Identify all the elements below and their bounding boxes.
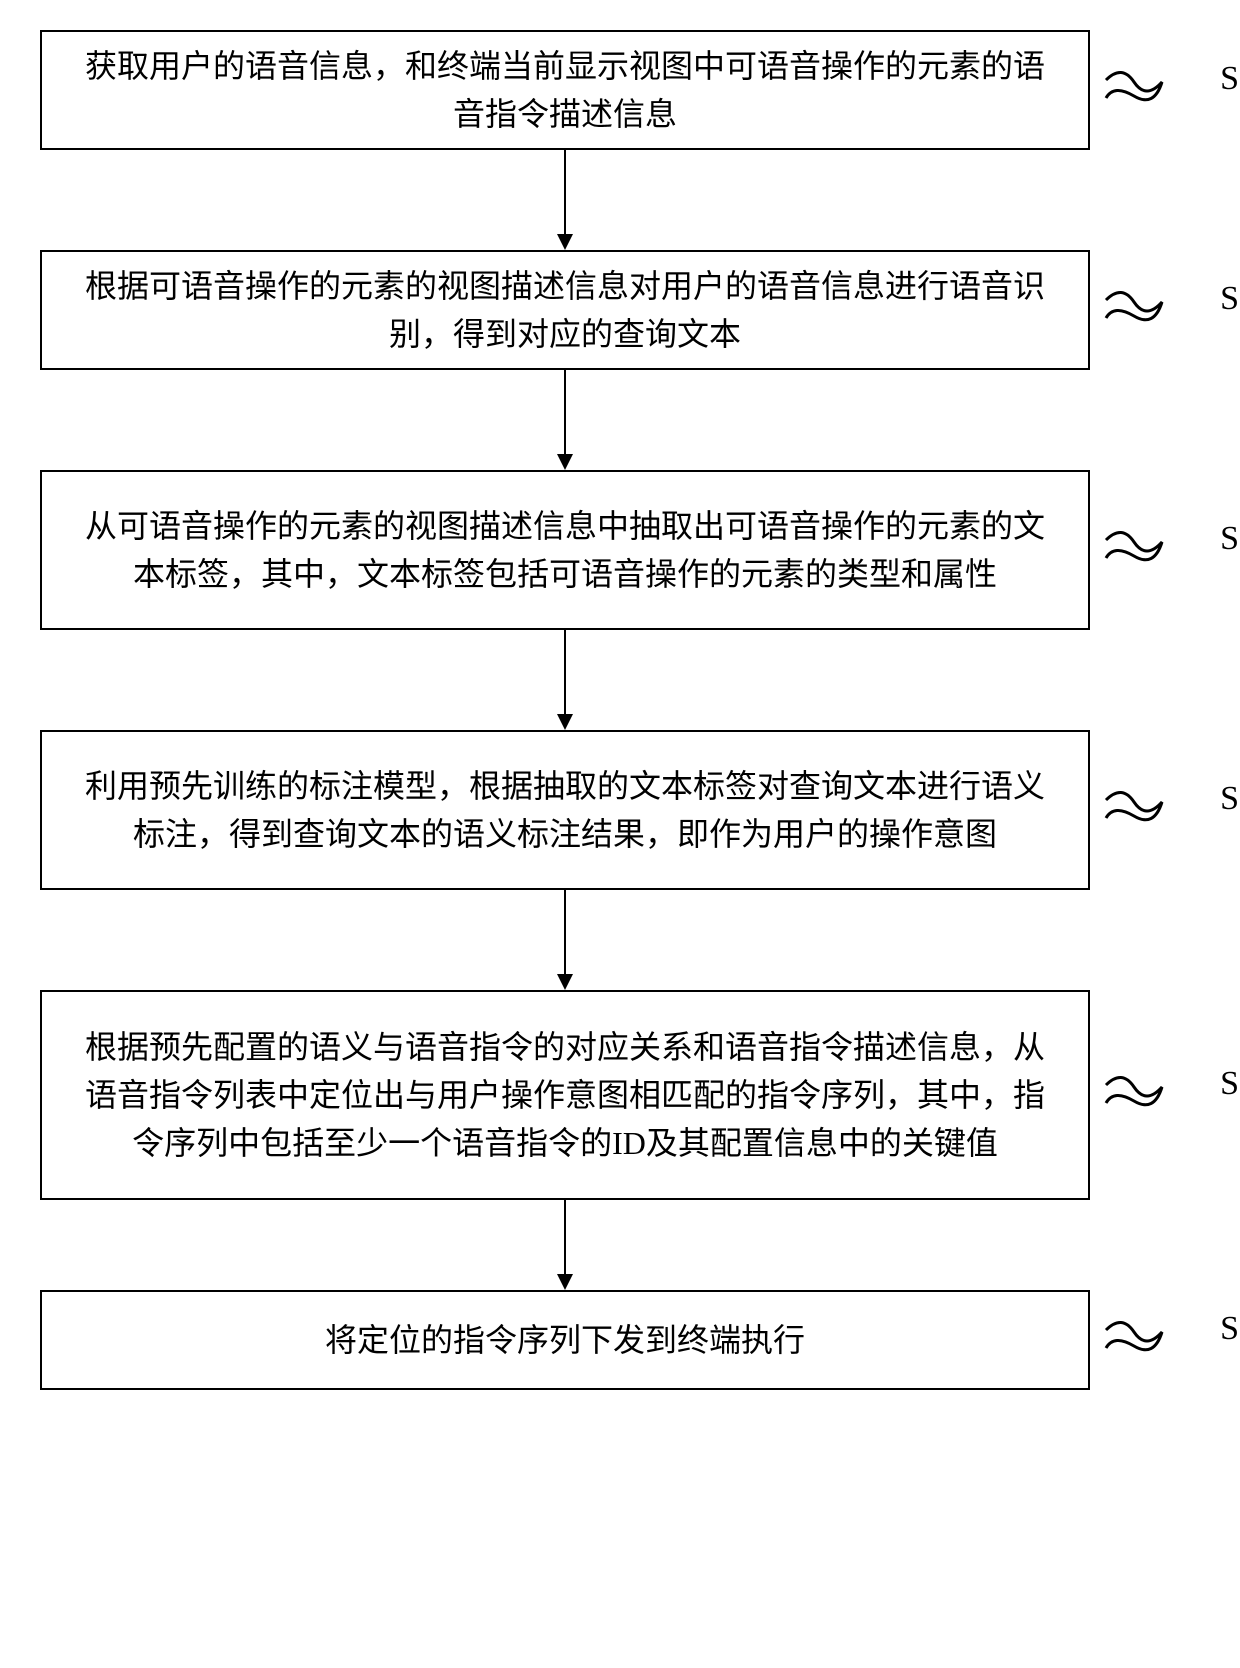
step-label: S230 — [1220, 520, 1240, 558]
step-text: 获取用户的语音信息，和终端当前显示视图中可语音操作的元素的语音指令描述信息 — [72, 42, 1058, 138]
flowchart-step: 根据预先配置的语义与语音指令的对应关系和语音指令描述信息，从语音指令列表中定位出… — [40, 990, 1200, 1200]
step-label: S260 — [1220, 1310, 1240, 1348]
curly-brace-icon — [1104, 1318, 1164, 1362]
curly-brace-icon — [1104, 528, 1164, 572]
flowchart-step: 获取用户的语音信息，和终端当前显示视图中可语音操作的元素的语音指令描述信息 S2… — [40, 30, 1200, 150]
step-text: 根据预先配置的语义与语音指令的对应关系和语音指令描述信息，从语音指令列表中定位出… — [72, 1023, 1058, 1167]
step-box-s210: 获取用户的语音信息，和终端当前显示视图中可语音操作的元素的语音指令描述信息 — [40, 30, 1090, 150]
step-label: S250 — [1220, 1065, 1240, 1103]
step-box-s240: 利用预先训练的标注模型，根据抽取的文本标签对查询文本进行语义标注，得到查询文本的… — [40, 730, 1090, 890]
curly-brace-icon — [1104, 1073, 1164, 1117]
flowchart-arrow — [40, 370, 1090, 470]
flowchart-step: 根据可语音操作的元素的视图描述信息对用户的语音信息进行语音识别，得到对应的查询文… — [40, 250, 1200, 370]
step-label: S240 — [1220, 780, 1240, 818]
flowchart-step: 利用预先训练的标注模型，根据抽取的文本标签对查询文本进行语义标注，得到查询文本的… — [40, 730, 1200, 890]
curly-brace-icon — [1104, 68, 1164, 112]
curly-brace-icon — [1104, 788, 1164, 832]
flowchart-arrow — [40, 1200, 1090, 1290]
step-text: 将定位的指令序列下发到终端执行 — [325, 1316, 805, 1364]
step-text: 利用预先训练的标注模型，根据抽取的文本标签对查询文本进行语义标注，得到查询文本的… — [72, 762, 1058, 858]
step-box-s260: 将定位的指令序列下发到终端执行 — [40, 1290, 1090, 1390]
flowchart-arrow — [40, 890, 1090, 990]
step-label: S210 — [1220, 60, 1240, 98]
curly-brace-icon — [1104, 288, 1164, 332]
flowchart-step: 从可语音操作的元素的视图描述信息中抽取出可语音操作的元素的文本标签，其中，文本标… — [40, 470, 1200, 630]
step-label: S220 — [1220, 280, 1240, 318]
flowchart-arrow — [40, 630, 1090, 730]
step-text: 根据可语音操作的元素的视图描述信息对用户的语音信息进行语音识别，得到对应的查询文… — [72, 262, 1058, 358]
step-text: 从可语音操作的元素的视图描述信息中抽取出可语音操作的元素的文本标签，其中，文本标… — [72, 502, 1058, 598]
step-box-s230: 从可语音操作的元素的视图描述信息中抽取出可语音操作的元素的文本标签，其中，文本标… — [40, 470, 1090, 630]
flowchart-container: 获取用户的语音信息，和终端当前显示视图中可语音操作的元素的语音指令描述信息 S2… — [40, 30, 1200, 1390]
flowchart-arrow — [40, 150, 1090, 250]
step-box-s250: 根据预先配置的语义与语音指令的对应关系和语音指令描述信息，从语音指令列表中定位出… — [40, 990, 1090, 1200]
flowchart-step: 将定位的指令序列下发到终端执行 S260 — [40, 1290, 1200, 1390]
step-box-s220: 根据可语音操作的元素的视图描述信息对用户的语音信息进行语音识别，得到对应的查询文… — [40, 250, 1090, 370]
